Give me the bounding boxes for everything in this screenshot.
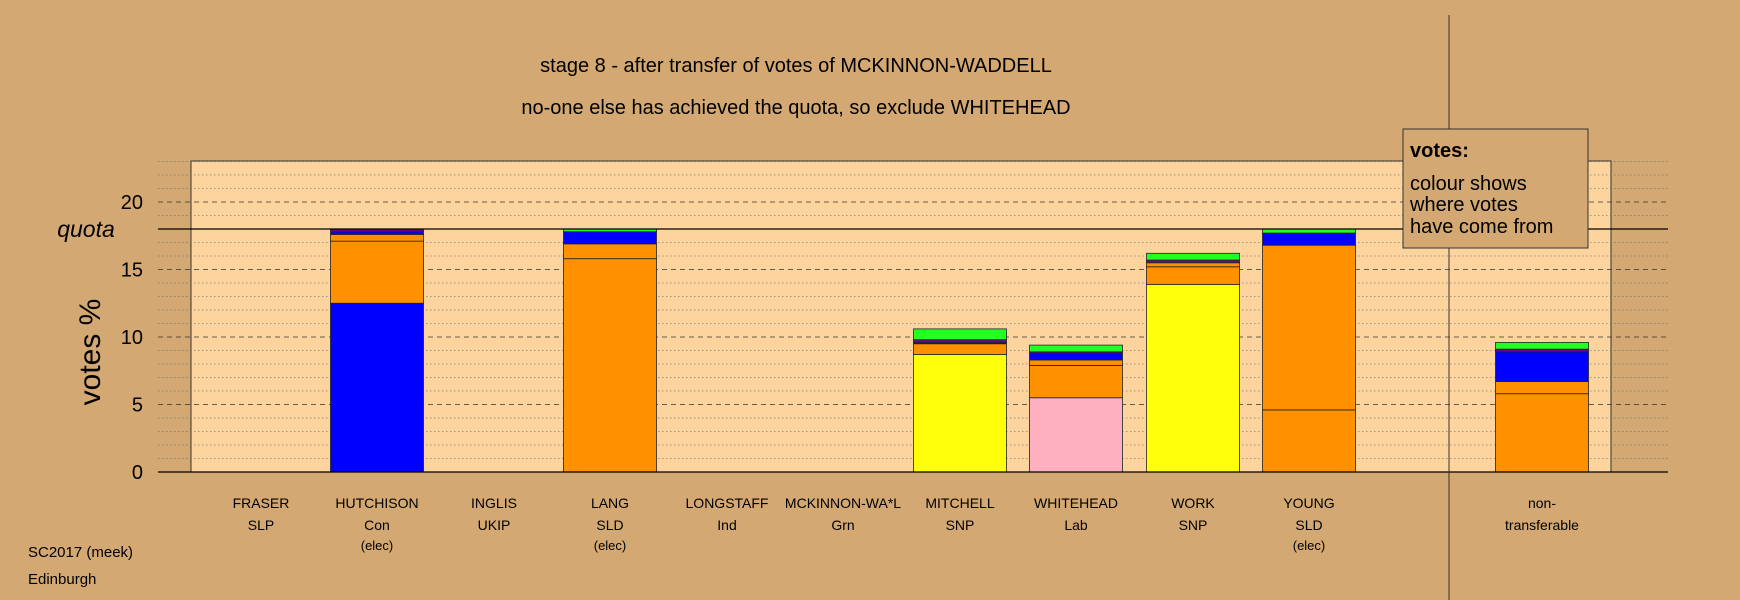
candidate-party-label: SNP: [946, 517, 975, 533]
bar-segment: [563, 258, 657, 473]
bar-segment: [563, 243, 657, 260]
bar-segment: [1029, 352, 1123, 361]
bar-segment: [1146, 283, 1240, 473]
bar-segment: [1495, 381, 1589, 395]
candidate-party-label: Con: [364, 517, 390, 533]
candidate-name-label: WORK: [1171, 495, 1215, 511]
bar-segment: [1495, 351, 1589, 382]
candidate-party-label: SLP: [248, 517, 274, 533]
candidate-party-label: transferable: [1505, 517, 1579, 533]
footer-location: Edinburgh: [28, 571, 97, 588]
y-tick-label: 20: [121, 192, 143, 214]
bar-segment: [1495, 348, 1589, 353]
footer-method: SC2017 (meek): [28, 544, 134, 561]
bar-segment: [563, 231, 657, 245]
bar-segment: [1146, 259, 1240, 264]
y-tick-label: 10: [121, 327, 143, 349]
chart-text: stage 8 - after transfer of votes of MCK…: [57, 55, 1579, 553]
candidate-name-label: MCKINNON-WA*L: [785, 495, 901, 511]
candidate-status-label: (elec): [361, 538, 394, 553]
candidate-name-label: MITCHELL: [925, 495, 994, 511]
bar-segment: [1495, 393, 1589, 473]
candidate-party-label: Ind: [717, 517, 736, 533]
chart-subtitle: no-one else has achieved the quota, so e…: [521, 97, 1070, 119]
bar-segment: [1146, 262, 1240, 268]
bar-segment: [913, 354, 1007, 473]
candidate-name-label: non-: [1528, 495, 1556, 511]
candidate-name-label: LONGSTAFF: [686, 495, 769, 511]
y-tick-label: 5: [132, 395, 143, 417]
bar-segment: [1029, 359, 1123, 366]
bar-segment: [913, 343, 1007, 355]
y-axis-label: votes %: [74, 299, 107, 406]
bar-segment: [1495, 341, 1589, 350]
candidate-party-label: SLD: [596, 517, 623, 533]
bar-segment: [1029, 364, 1123, 399]
bar-segment: [1029, 344, 1123, 353]
candidate-name-label: FRASER: [233, 495, 290, 511]
candidate-party-label: Lab: [1064, 517, 1088, 533]
bar-segment: [330, 240, 424, 304]
legend-title: votes:: [1410, 140, 1469, 162]
bar-segment: [913, 328, 1007, 341]
candidate-party-label: Grn: [831, 517, 854, 533]
bar-segment: [1262, 232, 1356, 246]
candidate-name-label: LANG: [591, 495, 629, 511]
bar-segment: [330, 302, 424, 473]
bar-marks: [158, 15, 1668, 600]
candidate-name-label: WHITEHEAD: [1034, 495, 1118, 511]
legend-line-3: have come from: [1410, 216, 1553, 238]
bar-segment: [330, 233, 424, 242]
candidate-status-label: (elec): [594, 538, 627, 553]
y-tick-label: 0: [132, 462, 143, 484]
candidate-party-label: SNP: [1179, 517, 1208, 533]
y-tick-label: 15: [121, 260, 143, 282]
candidate-name-label: YOUNG: [1283, 495, 1334, 511]
candidate-status-label: (elec): [1293, 538, 1326, 553]
bar-segment: [1029, 397, 1123, 473]
quota-label: quota: [57, 216, 115, 242]
bar-segment: [1262, 244, 1356, 411]
legend-line-2: where votes: [1409, 194, 1518, 216]
legend-box: [1402, 128, 1589, 249]
plot-area: [158, 160, 1668, 473]
bar-segment: [1146, 252, 1240, 261]
bar-segment: [1146, 266, 1240, 285]
legend-line-1: colour shows: [1410, 173, 1527, 195]
bar-segment: [330, 231, 424, 235]
candidate-party-label: UKIP: [478, 517, 511, 533]
legend: votes: colour shows where votes have com…: [1402, 128, 1589, 249]
candidate-party-label: SLD: [1295, 517, 1322, 533]
plot-panel: [190, 160, 1612, 473]
bar-segment: [913, 339, 1007, 343]
chart-title: stage 8 - after transfer of votes of MCK…: [540, 55, 1052, 77]
bar-segment: [1262, 409, 1356, 473]
candidate-name-label: HUTCHISON: [335, 495, 418, 511]
candidate-name-label: INGLIS: [471, 495, 517, 511]
